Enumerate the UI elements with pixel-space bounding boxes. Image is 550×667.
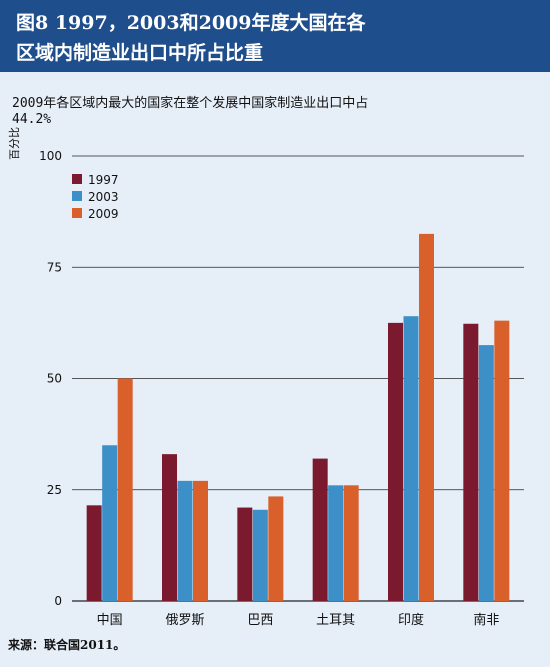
y-tick-label: 0 bbox=[54, 594, 62, 608]
legend-swatch-1997 bbox=[72, 174, 82, 184]
x-tick-label: 印度 bbox=[398, 612, 424, 628]
legend-swatch-2003 bbox=[72, 191, 82, 201]
y-tick-label: 100 bbox=[39, 149, 62, 163]
bar-1997-5 bbox=[463, 323, 479, 601]
bar-2003-3 bbox=[328, 485, 344, 601]
bar-2009-3 bbox=[343, 485, 359, 601]
x-tick-label: 巴西 bbox=[247, 613, 273, 628]
source-note: 来源：联合国2011。 bbox=[8, 638, 126, 652]
bar-1997-4 bbox=[388, 322, 403, 601]
x-tick-label: 俄罗斯 bbox=[165, 613, 204, 628]
figure-title-line-1: 图8 1997，2003和2009年度大国在各 bbox=[16, 12, 366, 34]
legend-label: 2003 bbox=[88, 190, 119, 204]
y-tick-label: 25 bbox=[47, 483, 62, 497]
bar-2003-0 bbox=[102, 445, 118, 601]
bar-1997-3 bbox=[312, 458, 328, 601]
y-tick-label: 50 bbox=[47, 372, 62, 386]
bar-1997-1 bbox=[162, 454, 177, 601]
bar-2003-5 bbox=[478, 345, 494, 601]
y-axis-label: 百分比 bbox=[8, 127, 21, 160]
bar-2009-4 bbox=[419, 233, 434, 601]
bar-1997-2 bbox=[237, 507, 253, 601]
x-tick-label: 中国 bbox=[97, 613, 123, 628]
bar-1997-0 bbox=[86, 505, 102, 601]
bar-2009-5 bbox=[494, 320, 510, 601]
legend-label: 1997 bbox=[88, 173, 119, 187]
chart-subtitle-line-2: 44.2% bbox=[12, 112, 52, 127]
x-tick-label: 土耳其 bbox=[316, 613, 355, 628]
bar-2009-0 bbox=[117, 378, 133, 601]
bar-2009-2 bbox=[268, 496, 284, 601]
y-tick-label: 75 bbox=[47, 260, 62, 274]
x-tick-label: 南非 bbox=[473, 612, 499, 628]
bar-2009-1 bbox=[193, 480, 208, 601]
legend-swatch-2009 bbox=[72, 208, 82, 218]
legend-label: 2009 bbox=[88, 207, 119, 221]
bar-2003-4 bbox=[403, 316, 419, 601]
figure-title-line-2: 区域内制造业出口中所占比重 bbox=[16, 42, 264, 64]
figure-header: 图8 1997，2003和2009年度大国在各 区域内制造业出口中所占比重 bbox=[0, 0, 550, 72]
chart-subtitle-line-1: 2009年各区域内最大的国家在整个发展中国家制造业出口中占 bbox=[12, 96, 369, 111]
bar-2003-1 bbox=[177, 480, 193, 601]
bar-2003-2 bbox=[252, 509, 268, 601]
